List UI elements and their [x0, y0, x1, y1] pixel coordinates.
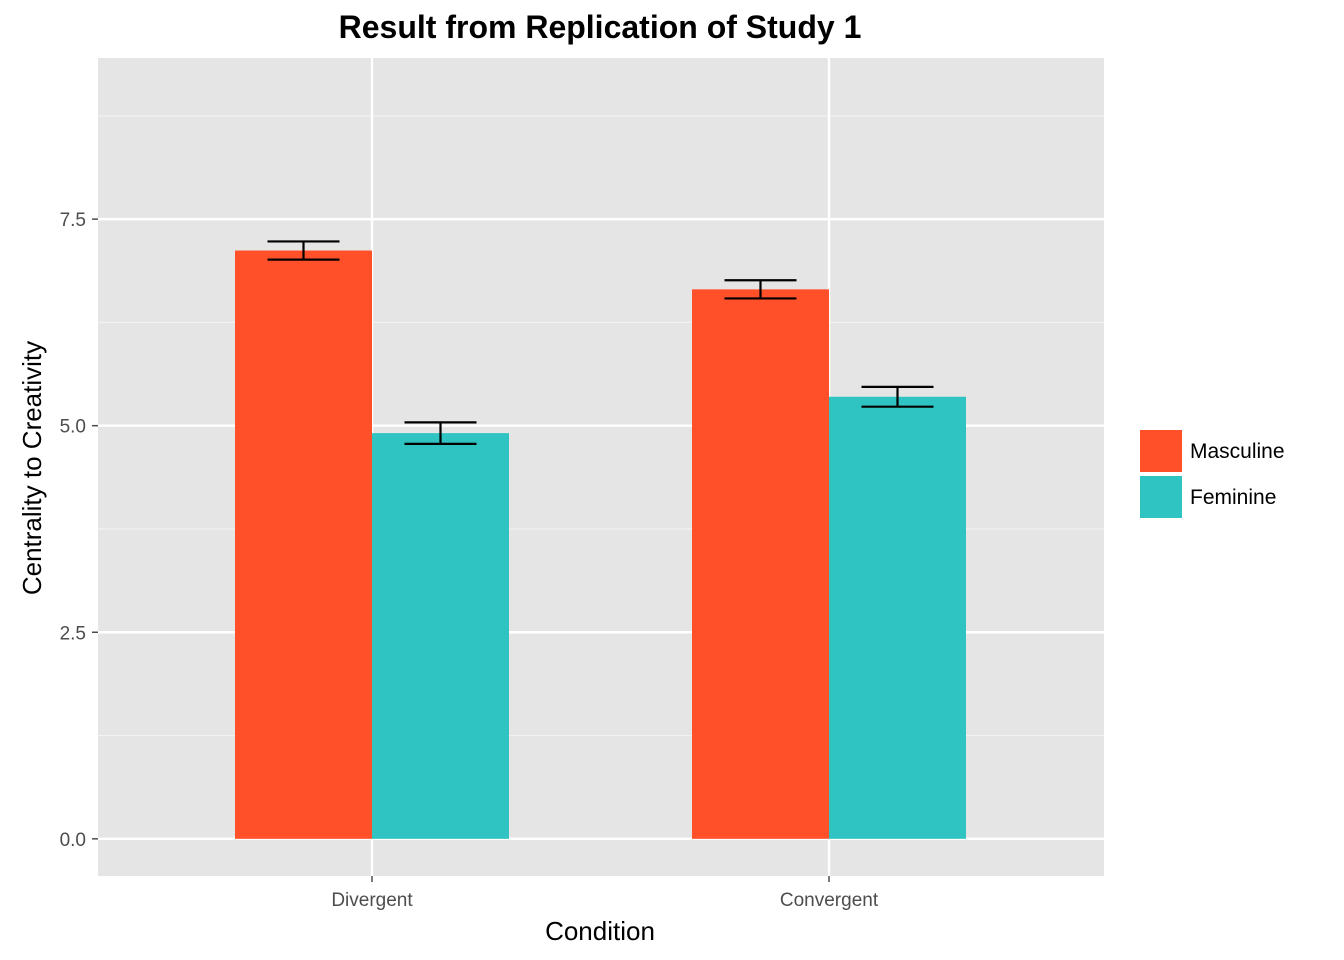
bars [235, 250, 966, 839]
bar-feminine-convergent [829, 396, 966, 839]
y-axis-ticks: 0.0 2.5 5.0 7.5 [60, 210, 98, 851]
y-tick-label: 5.0 [60, 417, 86, 438]
x-tick-label: Divergent [331, 890, 413, 911]
bar-masculine-convergent [692, 289, 829, 839]
legend-label-masculine: Masculine [1190, 440, 1285, 463]
legend-key-masculine [1140, 430, 1182, 472]
y-axis-title: Centrality to Creativity [17, 341, 47, 595]
legend-key-feminine [1140, 476, 1182, 518]
legend: Masculine Feminine [1140, 430, 1285, 518]
x-axis-ticks: Divergent Convergent [331, 876, 879, 911]
bar-masculine-divergent [235, 250, 372, 839]
error-bars [267, 240, 934, 445]
x-tick-label: Convergent [780, 890, 879, 911]
chart-title: Result from Replication of Study 1 [339, 9, 862, 45]
y-tick-label: 7.5 [60, 210, 86, 231]
y-tick-label: 0.0 [60, 830, 86, 851]
x-axis-title: Condition [545, 916, 655, 946]
y-tick-label: 2.5 [60, 623, 86, 644]
bar-feminine-divergent [372, 433, 509, 839]
legend-label-feminine: Feminine [1190, 486, 1276, 509]
